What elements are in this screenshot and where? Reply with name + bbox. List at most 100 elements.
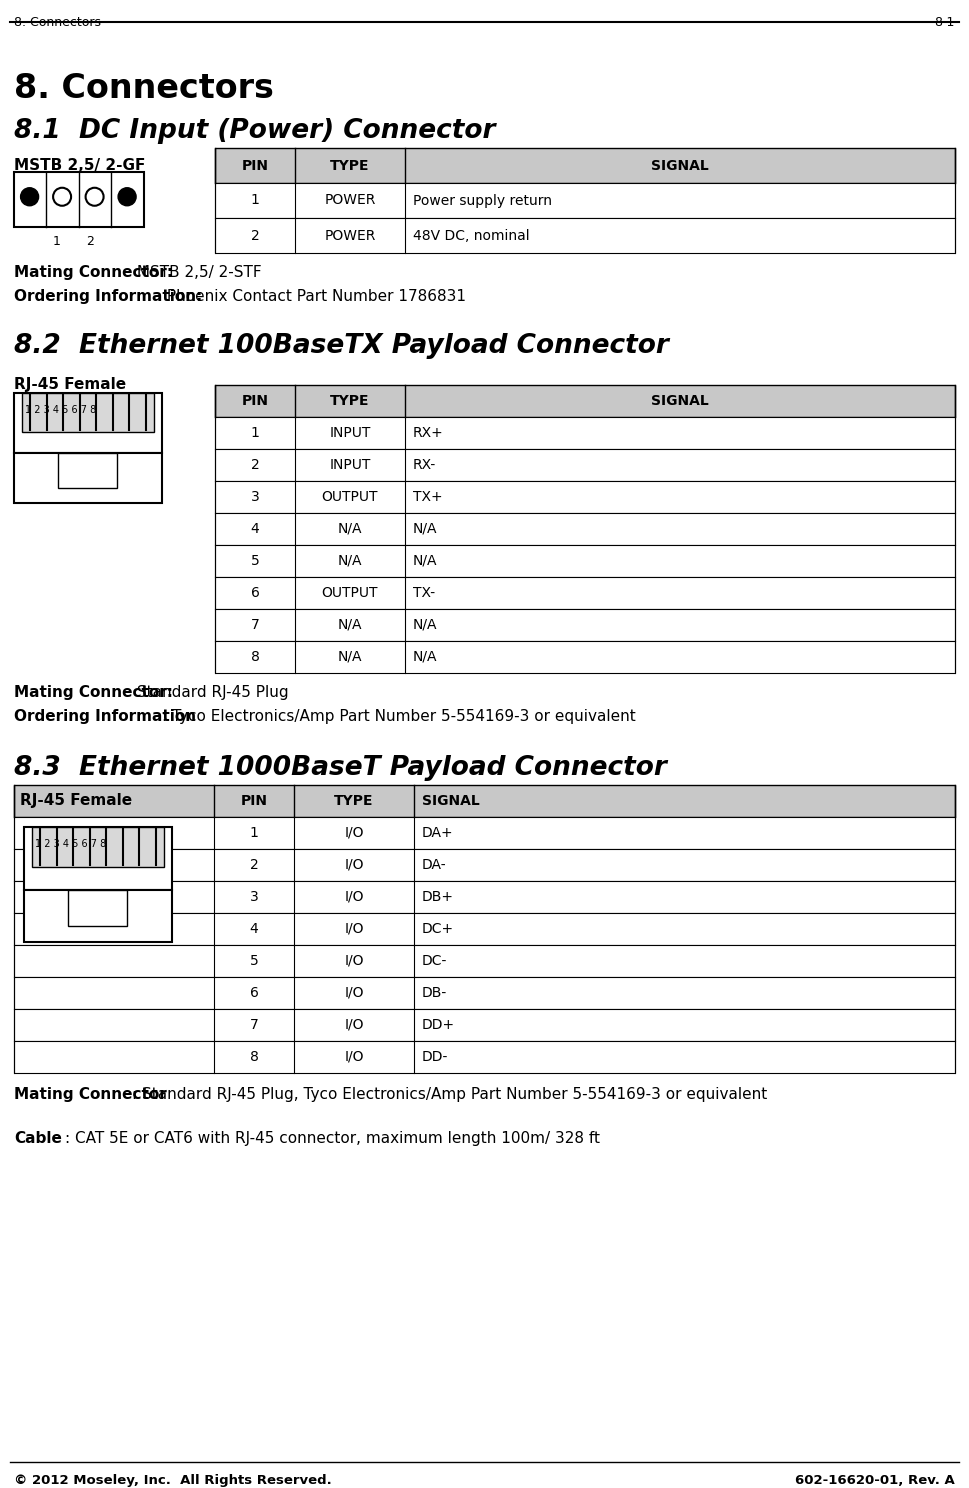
Text: 8: 8 — [251, 650, 260, 664]
Text: I/O: I/O — [344, 987, 363, 1000]
Bar — [14, 978, 955, 1009]
Text: N/A: N/A — [338, 522, 362, 536]
Bar — [69, 890, 128, 926]
Text: PIN: PIN — [241, 394, 268, 408]
Text: N/A: N/A — [413, 650, 437, 664]
Text: N/A: N/A — [338, 554, 362, 568]
Text: Cable: Cable — [14, 1131, 62, 1146]
Text: 8. Connectors: 8. Connectors — [14, 16, 101, 28]
Text: TYPE: TYPE — [330, 159, 370, 173]
Text: DC-: DC- — [422, 954, 448, 969]
Text: I/O: I/O — [344, 859, 363, 872]
Bar — [58, 452, 117, 488]
Text: I/O: I/O — [344, 954, 363, 969]
Text: DD+: DD+ — [422, 1018, 455, 1033]
Text: OUTPUT: OUTPUT — [322, 490, 378, 504]
Text: I/O: I/O — [344, 890, 363, 905]
Text: I/O: I/O — [344, 826, 363, 841]
Text: 1 2 3 4 5 6 7 8: 1 2 3 4 5 6 7 8 — [35, 839, 107, 850]
Text: DA-: DA- — [422, 859, 447, 872]
Text: RJ-45 Female: RJ-45 Female — [20, 793, 132, 808]
Text: 2: 2 — [85, 235, 94, 248]
Bar — [14, 1009, 955, 1042]
Text: 8.1  DC Input (Power) Connector: 8.1 DC Input (Power) Connector — [14, 118, 495, 144]
Text: RJ-45 Female: RJ-45 Female — [14, 376, 126, 391]
Text: PIN: PIN — [240, 795, 267, 808]
Bar — [215, 481, 955, 513]
Text: TX+: TX+ — [413, 490, 443, 504]
Text: N/A: N/A — [413, 618, 437, 632]
Text: 3: 3 — [251, 490, 260, 504]
Text: © 2012 Moseley, Inc.  All Rights Reserved.: © 2012 Moseley, Inc. All Rights Reserved… — [14, 1475, 331, 1487]
Text: MSTB 2,5/ 2-GF: MSTB 2,5/ 2-GF — [14, 158, 145, 173]
Text: I/O: I/O — [344, 1018, 363, 1033]
Text: DB-: DB- — [422, 987, 448, 1000]
Bar — [14, 817, 955, 850]
Bar — [14, 452, 162, 503]
Circle shape — [85, 187, 104, 205]
Text: N/A: N/A — [338, 650, 362, 664]
Text: 3: 3 — [250, 890, 259, 905]
Bar — [14, 914, 955, 945]
Text: DC+: DC+ — [422, 923, 454, 936]
Text: : CAT 5E or CAT6 with RJ-45 connector, maximum length 100m/ 328 ft: : CAT 5E or CAT6 with RJ-45 connector, m… — [65, 1131, 600, 1146]
Text: DB+: DB+ — [422, 890, 454, 905]
Text: DD-: DD- — [422, 1051, 449, 1064]
Text: 4: 4 — [250, 923, 259, 936]
Text: TX-: TX- — [413, 586, 435, 600]
Text: SIGNAL: SIGNAL — [651, 159, 709, 173]
Text: RX-: RX- — [413, 458, 436, 472]
Text: Mating Connector:: Mating Connector: — [14, 684, 173, 699]
Text: DA+: DA+ — [422, 826, 453, 841]
Text: 1: 1 — [53, 235, 61, 248]
Text: SIGNAL: SIGNAL — [422, 795, 480, 808]
Text: 2: 2 — [251, 229, 260, 243]
Text: SIGNAL: SIGNAL — [651, 394, 709, 408]
Text: 5: 5 — [251, 554, 260, 568]
Text: 1: 1 — [251, 193, 260, 207]
Text: 602-16620-01, Rev. A: 602-16620-01, Rev. A — [796, 1475, 955, 1487]
Bar — [215, 609, 955, 641]
Text: 6: 6 — [250, 987, 259, 1000]
Text: 8. Connectors: 8. Connectors — [14, 71, 274, 106]
Bar — [24, 890, 172, 942]
Circle shape — [53, 187, 71, 205]
Text: 1 2 3 4 5 6 7 8: 1 2 3 4 5 6 7 8 — [25, 405, 96, 415]
Text: Mating Connector: Mating Connector — [14, 1088, 167, 1103]
Text: I/O: I/O — [344, 1051, 363, 1064]
Bar — [14, 945, 955, 978]
Text: PIN: PIN — [241, 159, 268, 173]
Text: N/A: N/A — [413, 522, 437, 536]
Bar — [215, 385, 955, 417]
Circle shape — [20, 187, 39, 205]
Text: N/A: N/A — [413, 554, 437, 568]
Bar — [215, 147, 955, 183]
Text: 6: 6 — [251, 586, 260, 600]
Text: 1: 1 — [250, 826, 259, 841]
Text: OUTPUT: OUTPUT — [322, 586, 378, 600]
Text: I/O: I/O — [344, 923, 363, 936]
Bar — [215, 577, 955, 609]
Bar — [14, 786, 955, 817]
Bar — [24, 827, 172, 890]
Bar — [32, 827, 164, 868]
Text: 7: 7 — [251, 618, 260, 632]
Text: : Tyco Electronics/Amp Part Number 5-554169-3 or equivalent: : Tyco Electronics/Amp Part Number 5-554… — [162, 708, 636, 725]
Text: INPUT: INPUT — [329, 426, 371, 440]
Text: 2: 2 — [250, 859, 259, 872]
Text: 5: 5 — [250, 954, 259, 969]
Bar — [215, 513, 955, 545]
Text: Ordering Information: Ordering Information — [14, 708, 196, 725]
Circle shape — [118, 187, 136, 205]
Text: Phoenix Contact Part Number 1786831: Phoenix Contact Part Number 1786831 — [162, 289, 466, 304]
Text: 7: 7 — [250, 1018, 259, 1033]
Text: MSTB 2,5/ 2-STF: MSTB 2,5/ 2-STF — [132, 265, 262, 280]
Text: POWER: POWER — [325, 229, 376, 243]
Text: POWER: POWER — [325, 193, 376, 207]
Bar — [215, 417, 955, 449]
Text: INPUT: INPUT — [329, 458, 371, 472]
Text: : Standard RJ-45 Plug, Tyco Electronics/Amp Part Number 5-554169-3 or equivalent: : Standard RJ-45 Plug, Tyco Electronics/… — [132, 1088, 767, 1103]
Bar — [14, 1042, 955, 1073]
Bar — [215, 183, 955, 219]
Bar — [215, 219, 955, 253]
